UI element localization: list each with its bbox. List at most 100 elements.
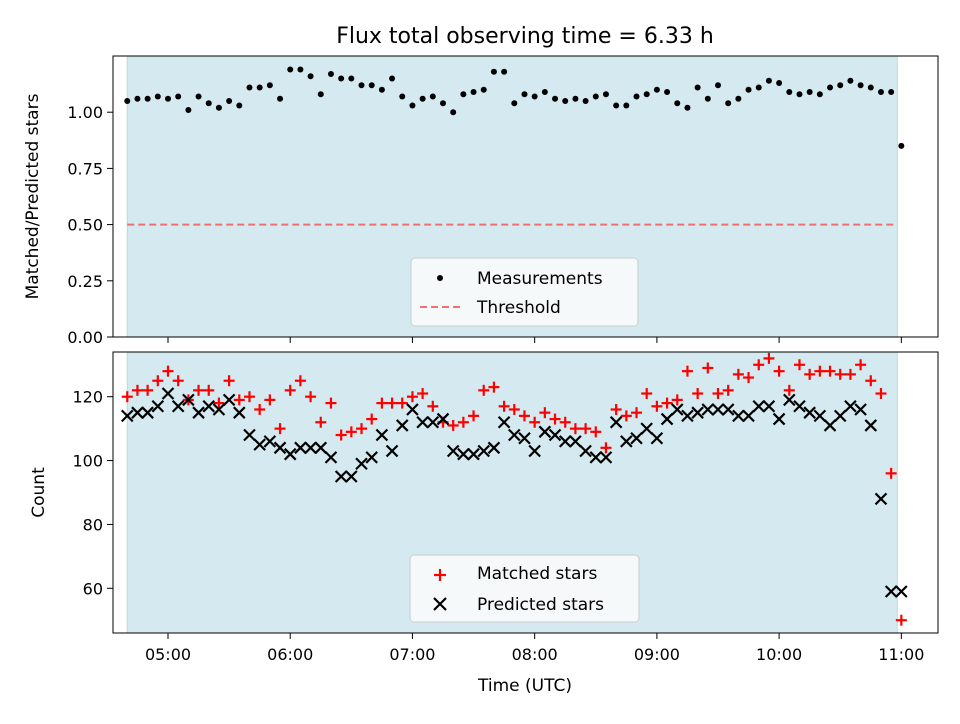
predicted-star-point — [599, 451, 613, 464]
predicted-star-point — [253, 438, 266, 451]
predicted-star-point — [762, 400, 776, 413]
predicted-star-point — [844, 400, 857, 413]
x-tick-label: 09:00 — [634, 645, 680, 664]
predicted-star-point — [569, 435, 582, 448]
predicted-star-point — [426, 415, 440, 429]
measurement-point — [358, 82, 365, 89]
predicted-star-point — [141, 406, 154, 419]
measurement-point — [165, 95, 171, 102]
matched-star-point — [386, 397, 398, 409]
measurement-point — [195, 93, 202, 100]
measurement-point — [429, 93, 436, 100]
predicted-star-point — [793, 400, 806, 413]
measurement-point — [501, 68, 508, 75]
measurement-point — [816, 91, 823, 98]
predicted-star-point — [711, 403, 725, 416]
matched-star-point — [223, 375, 235, 387]
bottom-plot-frame — [112, 351, 939, 634]
predicted-star-point — [508, 428, 521, 442]
predicted-star-point — [660, 412, 674, 426]
measurement-point — [490, 68, 497, 75]
bottom-panel: 60 80 100 120 05:00 06:00 07:00 08:00 09:00 10:0… — [29, 351, 939, 696]
measurement-point — [857, 82, 864, 89]
measurement-point — [511, 100, 518, 107]
matched-star-point — [203, 384, 215, 396]
measurement-point — [327, 70, 334, 77]
measurement-point — [725, 100, 732, 107]
predicted-star-point — [630, 431, 643, 445]
matched-star-point — [406, 391, 418, 403]
matched-star-point — [518, 410, 530, 422]
predicted-star-point — [538, 425, 552, 439]
predicted-star-point — [813, 409, 827, 423]
x-tick-label: 06:00 — [267, 645, 313, 664]
matched-star-point — [233, 394, 245, 406]
measurement-point — [837, 82, 844, 89]
matched-star-point — [559, 416, 571, 428]
bottom-y-axis: 60 80 100 120 — [72, 388, 113, 598]
predicted-star-point — [518, 431, 531, 445]
predicted-star-point — [233, 406, 246, 419]
top-panel: 0.00 0.25 0.50 0.75 1.00 Matched/Predicted s… — [23, 55, 939, 347]
measurement-point — [735, 95, 742, 102]
x-tick-label: 05:00 — [145, 645, 191, 664]
measurement-point — [399, 93, 406, 100]
top-y-tick-label: 0.25 — [67, 272, 103, 291]
bottom-y-tick-label: 80 — [83, 515, 103, 534]
measurement-point — [755, 84, 762, 91]
measurement-point — [572, 95, 579, 102]
measurement-point — [124, 97, 131, 104]
measurement-point — [266, 82, 273, 89]
matched-star-point — [580, 423, 592, 435]
top-y-tick-label: 0.50 — [67, 216, 103, 235]
top-y-axis: 0.00 0.25 0.50 0.75 1.00 — [67, 103, 113, 347]
measurement-point — [704, 95, 711, 102]
measurement-point — [144, 95, 151, 102]
predicted-star-point — [212, 403, 226, 416]
measurement-point — [827, 84, 834, 91]
bottom-y-tick-label: 60 — [83, 579, 103, 598]
bottom-x-axis: 05:00 06:00 07:00 08:00 09:00 10:00 11:00 — [145, 633, 924, 664]
predicted-star-point — [283, 447, 297, 461]
matched-star-point — [356, 423, 368, 435]
predicted-star-point — [355, 457, 368, 471]
predicted-star-point — [334, 470, 348, 483]
matched-star-point — [345, 426, 357, 438]
matched-star-point — [702, 362, 714, 374]
legend-matched-marker — [434, 569, 446, 581]
predicted-star-point — [314, 441, 328, 455]
predicted-star-point — [721, 403, 735, 416]
predicted-star-point — [477, 444, 491, 458]
predicted-star-point — [803, 406, 816, 419]
predicted-star-point — [609, 415, 623, 429]
predicted-star-point — [691, 406, 704, 419]
predicted-star-point — [620, 435, 633, 448]
measurement-point — [715, 82, 721, 89]
measurement-point — [847, 77, 854, 84]
measurement-point — [348, 75, 355, 82]
matched-star-point — [732, 368, 744, 380]
x-tick-label: 10:00 — [756, 645, 802, 664]
measurement-point — [521, 91, 528, 98]
bottom-y-axis-label: Count — [29, 467, 49, 518]
matched-star-point — [447, 419, 459, 431]
matched-star-point — [294, 375, 306, 387]
matched-star-point — [366, 413, 378, 425]
measurement-point — [796, 91, 803, 98]
predicted-star-point — [416, 415, 429, 429]
matched-star-point — [254, 403, 266, 415]
predicted-star-point — [783, 393, 796, 407]
bottom-legend: Matched stars Predicted stars — [409, 554, 640, 623]
top-legend-box — [410, 257, 639, 327]
measurement-point — [226, 97, 233, 104]
measurement-point — [480, 86, 487, 93]
measurement-point — [175, 93, 182, 100]
measurement-point — [246, 84, 253, 91]
predicted-star-point — [579, 444, 592, 458]
measurement-point — [694, 84, 701, 91]
predicted-star-point — [131, 406, 144, 419]
top-legend: Measurements Threshold — [410, 257, 639, 327]
measurement-point — [531, 93, 538, 100]
matched-star-point — [661, 397, 673, 409]
